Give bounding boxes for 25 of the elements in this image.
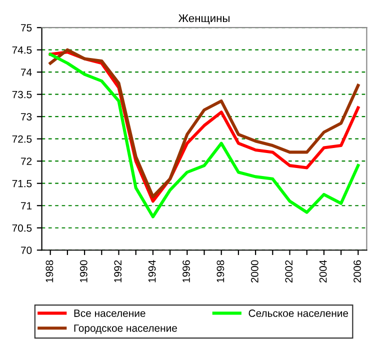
chart-title: Женщины [178,14,230,24]
y-tick-label: 71.5 [12,180,32,188]
y-tick-label: 74 [21,68,32,76]
legend-label: Все население [74,310,146,317]
x-tick-label: 1996 [182,260,190,282]
x-tick-label: 2006 [354,260,361,282]
y-tick-label: 71 [21,202,32,210]
y-tick-label: 70.5 [12,224,32,232]
x-tick-label: 2000 [250,260,258,282]
y-tick-label: 73 [21,113,32,120]
y-tick-label: 74.5 [12,46,32,54]
y-tick-label: 72 [21,158,32,165]
legend-label: Сельское население [248,310,348,317]
y-tick-label: 73.5 [12,90,32,98]
y-tick-label: 70 [21,246,32,254]
legend-label: Городское население [74,324,177,334]
x-tick-label: 2002 [285,260,293,282]
x-tick-label: 1998 [216,260,224,282]
y-tick-label: 75 [21,24,32,32]
x-tick-label: 1994 [148,260,156,282]
x-tick-label: 1992 [114,260,122,282]
x-tick-label: 2004 [319,260,327,282]
x-tick-label: 1990 [80,260,88,282]
x-tick-label: 1988 [46,260,54,282]
y-tick-label: 72.5 [12,135,32,143]
